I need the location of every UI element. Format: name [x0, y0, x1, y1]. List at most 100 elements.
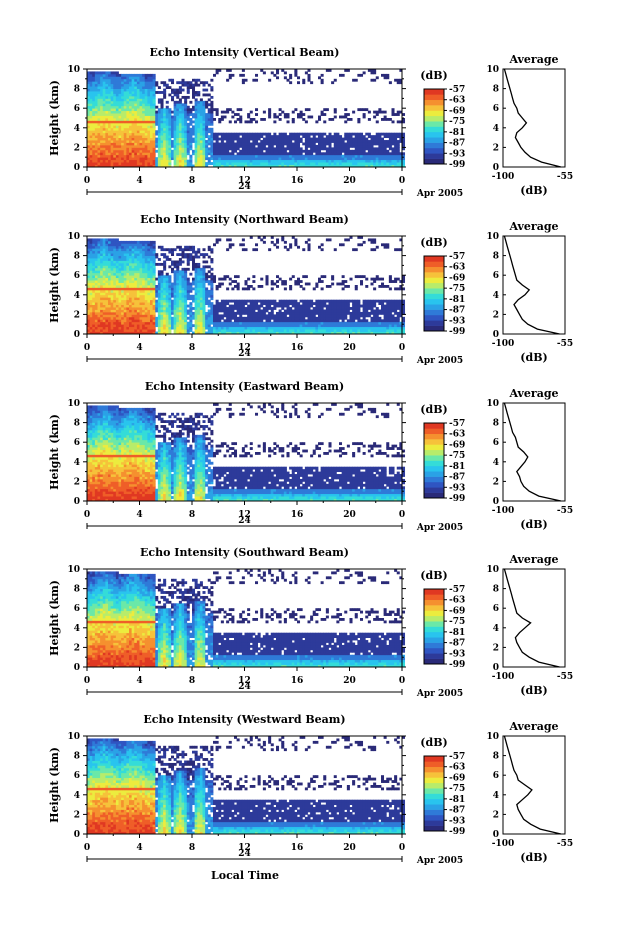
- heatmap-cell: [118, 118, 122, 121]
- heatmap-cell: [286, 157, 290, 161]
- heatmap-cell: [100, 255, 104, 259]
- heatmap-cell: [402, 157, 406, 161]
- heatmap-cell: [234, 326, 238, 330]
- heatmap-cell: [142, 282, 146, 286]
- heatmap-cell: [184, 304, 188, 308]
- heatmap-cell: [89, 245, 93, 249]
- heatmap-cell: [102, 272, 106, 276]
- colorbar-swatch: [424, 126, 444, 133]
- heatmap-cell: [136, 88, 140, 92]
- heatmap-cell: [178, 319, 182, 323]
- heatmap-cell: [110, 147, 114, 151]
- heatmap-cell: [360, 135, 364, 138]
- heatmap-cell: [121, 299, 125, 303]
- heatmap-cell: [396, 110, 400, 114]
- heatmap-cell: [346, 69, 350, 72]
- heatmap-cell: [97, 238, 101, 242]
- heatmap-cell: [236, 302, 240, 305]
- heatmap-cell: [270, 324, 274, 328]
- heatmap-cell: [176, 265, 180, 269]
- heatmap-cell: [105, 319, 109, 323]
- heatmap-cell: [184, 329, 188, 332]
- heatmap-cell: [349, 137, 353, 141]
- x-tick-label: 8: [189, 176, 195, 186]
- heatmap-cell: [134, 91, 138, 94]
- heatmap-cell: [318, 135, 322, 138]
- heatmap-cell: [210, 147, 214, 151]
- heatmap-cell: [234, 316, 238, 320]
- heatmap-cell: [126, 260, 130, 264]
- heatmap-cell: [205, 130, 209, 134]
- heatmap-cell: [134, 316, 138, 320]
- heatmap-cell: [278, 113, 282, 116]
- heatmap-cell: [286, 147, 290, 151]
- heatmap-cell: [129, 149, 133, 153]
- heatmap-cell: [115, 302, 119, 305]
- heatmap-cell: [265, 140, 269, 143]
- heatmap-cell: [108, 122, 112, 126]
- heatmap-cell: [126, 294, 130, 298]
- heatmap-cell: [129, 292, 133, 296]
- heatmap-cell: [102, 125, 106, 129]
- heatmap-cell: [318, 152, 322, 156]
- heatmap-cell: [328, 152, 332, 156]
- heatmap-cell: [94, 240, 98, 244]
- heatmap-cell: [171, 154, 175, 158]
- heatmap-cell: [239, 120, 243, 124]
- heatmap-cell: [97, 130, 101, 134]
- heatmap-cell: [236, 159, 240, 163]
- heatmap-cell: [134, 248, 138, 252]
- heatmap-cell: [108, 319, 112, 323]
- heatmap-cell: [115, 147, 119, 151]
- heatmap-cell: [147, 86, 151, 89]
- heatmap-cell: [142, 299, 146, 303]
- heatmap-cell: [113, 250, 117, 254]
- heatmap-cell: [113, 118, 117, 121]
- heatmap-cell: [118, 95, 122, 99]
- heatmap-cell: [184, 285, 188, 288]
- heatmap-cell: [213, 243, 217, 247]
- heatmap-cell: [113, 272, 117, 276]
- heatmap-cell: [192, 314, 196, 318]
- heatmap-cell: [113, 304, 117, 308]
- heatmap-cell: [228, 321, 232, 325]
- heatmap-cell: [207, 282, 211, 286]
- heatmap-cell: [255, 147, 259, 151]
- heatmap-cell: [192, 297, 196, 301]
- heatmap-cell: [268, 152, 272, 156]
- heatmap-cell: [260, 140, 264, 143]
- heatmap-cell: [244, 142, 248, 146]
- heatmap-cell: [105, 103, 109, 107]
- heatmap-cell: [152, 132, 156, 136]
- heatmap-cell: [304, 108, 308, 112]
- heatmap-cell: [189, 311, 193, 315]
- heatmap-cell: [291, 142, 295, 146]
- heatmap-cell: [199, 316, 203, 320]
- heatmap-cell: [118, 304, 122, 308]
- heatmap-cell: [165, 149, 169, 153]
- heatmap-cell: [289, 159, 293, 163]
- heatmap-cell: [247, 285, 251, 288]
- heatmap-cell: [228, 238, 232, 242]
- heatmap-cell: [365, 154, 369, 158]
- heatmap-cell: [157, 299, 161, 303]
- heatmap-cell: [108, 311, 112, 315]
- heatmap-cell: [173, 164, 177, 168]
- heatmap-cell: [226, 314, 230, 318]
- heatmap-cell: [92, 125, 96, 129]
- heatmap-cell: [223, 142, 227, 146]
- heatmap-cell: [173, 304, 177, 308]
- heatmap-cell: [194, 164, 198, 168]
- heatmap-cell: [152, 275, 156, 279]
- heatmap-cell: [129, 245, 133, 249]
- heatmap-cell: [273, 147, 277, 151]
- heatmap-cell: [310, 157, 314, 161]
- heatmap-cell: [110, 311, 114, 315]
- heatmap-cell: [283, 324, 287, 328]
- heatmap-cell: [89, 154, 93, 158]
- heatmap-cell: [375, 154, 379, 158]
- heatmap-cell: [123, 91, 127, 94]
- heatmap-cell: [176, 93, 180, 97]
- heatmap-cell: [129, 304, 133, 308]
- heatmap-cell: [134, 95, 138, 99]
